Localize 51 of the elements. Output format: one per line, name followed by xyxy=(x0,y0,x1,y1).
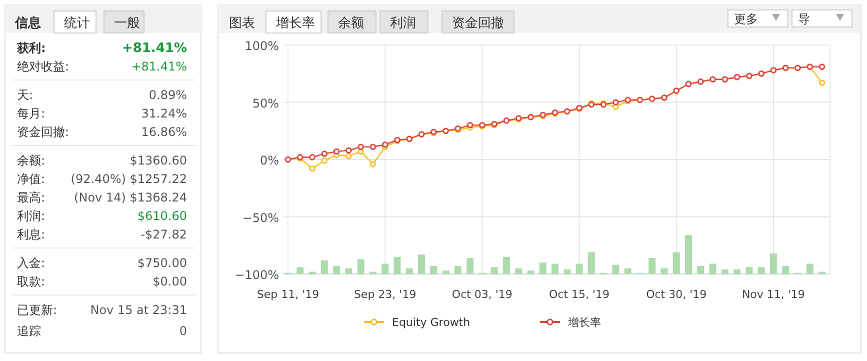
legend-label: Equity Growth xyxy=(392,316,470,329)
text: 已更新: xyxy=(17,303,58,317)
y-tick-label: 50% xyxy=(252,96,279,110)
text: 导 xyxy=(798,12,810,26)
text: 统计 xyxy=(64,16,90,31)
text: 31.24% xyxy=(141,106,187,120)
y-tick-label: −100% xyxy=(234,268,279,282)
text: -$27.82 xyxy=(140,228,187,242)
text: (92.40%) $1257.22 xyxy=(70,172,187,186)
y-tick-label: 100% xyxy=(244,39,279,53)
text: +81.41% xyxy=(122,41,187,56)
text: 利润: xyxy=(17,209,46,223)
text: 获利: xyxy=(16,41,46,55)
x-tick-label: Oct 15, '19 xyxy=(549,288,610,301)
text: 图表 xyxy=(229,16,255,31)
text: 增长率 xyxy=(275,15,315,31)
text: $0.00 xyxy=(152,274,187,288)
text: (Nov 14) $1368.24 xyxy=(74,190,187,204)
x-tick-label: Oct 03, '19 xyxy=(452,288,512,301)
text: 最高: xyxy=(17,190,46,204)
y-tick-label: 0% xyxy=(260,154,279,168)
text: 资金回撤 xyxy=(452,16,504,31)
text: 0 xyxy=(179,324,187,338)
text: 余额 xyxy=(338,16,364,31)
x-tick-label: Sep 23, '19 xyxy=(354,288,416,301)
text: 追踪 xyxy=(17,324,41,338)
text: $610.60 xyxy=(137,209,187,223)
text: 净值: xyxy=(17,172,46,186)
text: Nov 15 at 23:31 xyxy=(90,303,187,317)
text: 天: xyxy=(17,88,34,102)
text: 取款: xyxy=(17,274,46,288)
text: 每月: xyxy=(17,106,46,120)
text: 一般 xyxy=(114,16,140,31)
text: 0.89% xyxy=(148,88,187,102)
text: +81.41% xyxy=(131,60,187,74)
x-tick-label: Nov 11, '19 xyxy=(742,288,805,301)
text: $1360.60 xyxy=(130,154,187,168)
legend-label: 增长率 xyxy=(567,316,601,329)
y-tick-label: −50% xyxy=(242,210,279,225)
text: 资金回撤: xyxy=(17,125,70,139)
text: 信息 xyxy=(14,15,42,31)
text: $750.00 xyxy=(137,256,187,270)
text: 入金: xyxy=(17,256,46,270)
text: 16.86% xyxy=(141,125,187,139)
x-tick-label: Sep 11, '19 xyxy=(256,288,320,301)
text: 余额: xyxy=(17,154,46,168)
text: 绝对收益: xyxy=(17,60,70,74)
x-tick-label: Oct 30, '19 xyxy=(646,288,707,301)
text: 更多 xyxy=(734,12,758,26)
text: 利润 xyxy=(390,16,416,31)
text: 利息: xyxy=(17,228,46,242)
